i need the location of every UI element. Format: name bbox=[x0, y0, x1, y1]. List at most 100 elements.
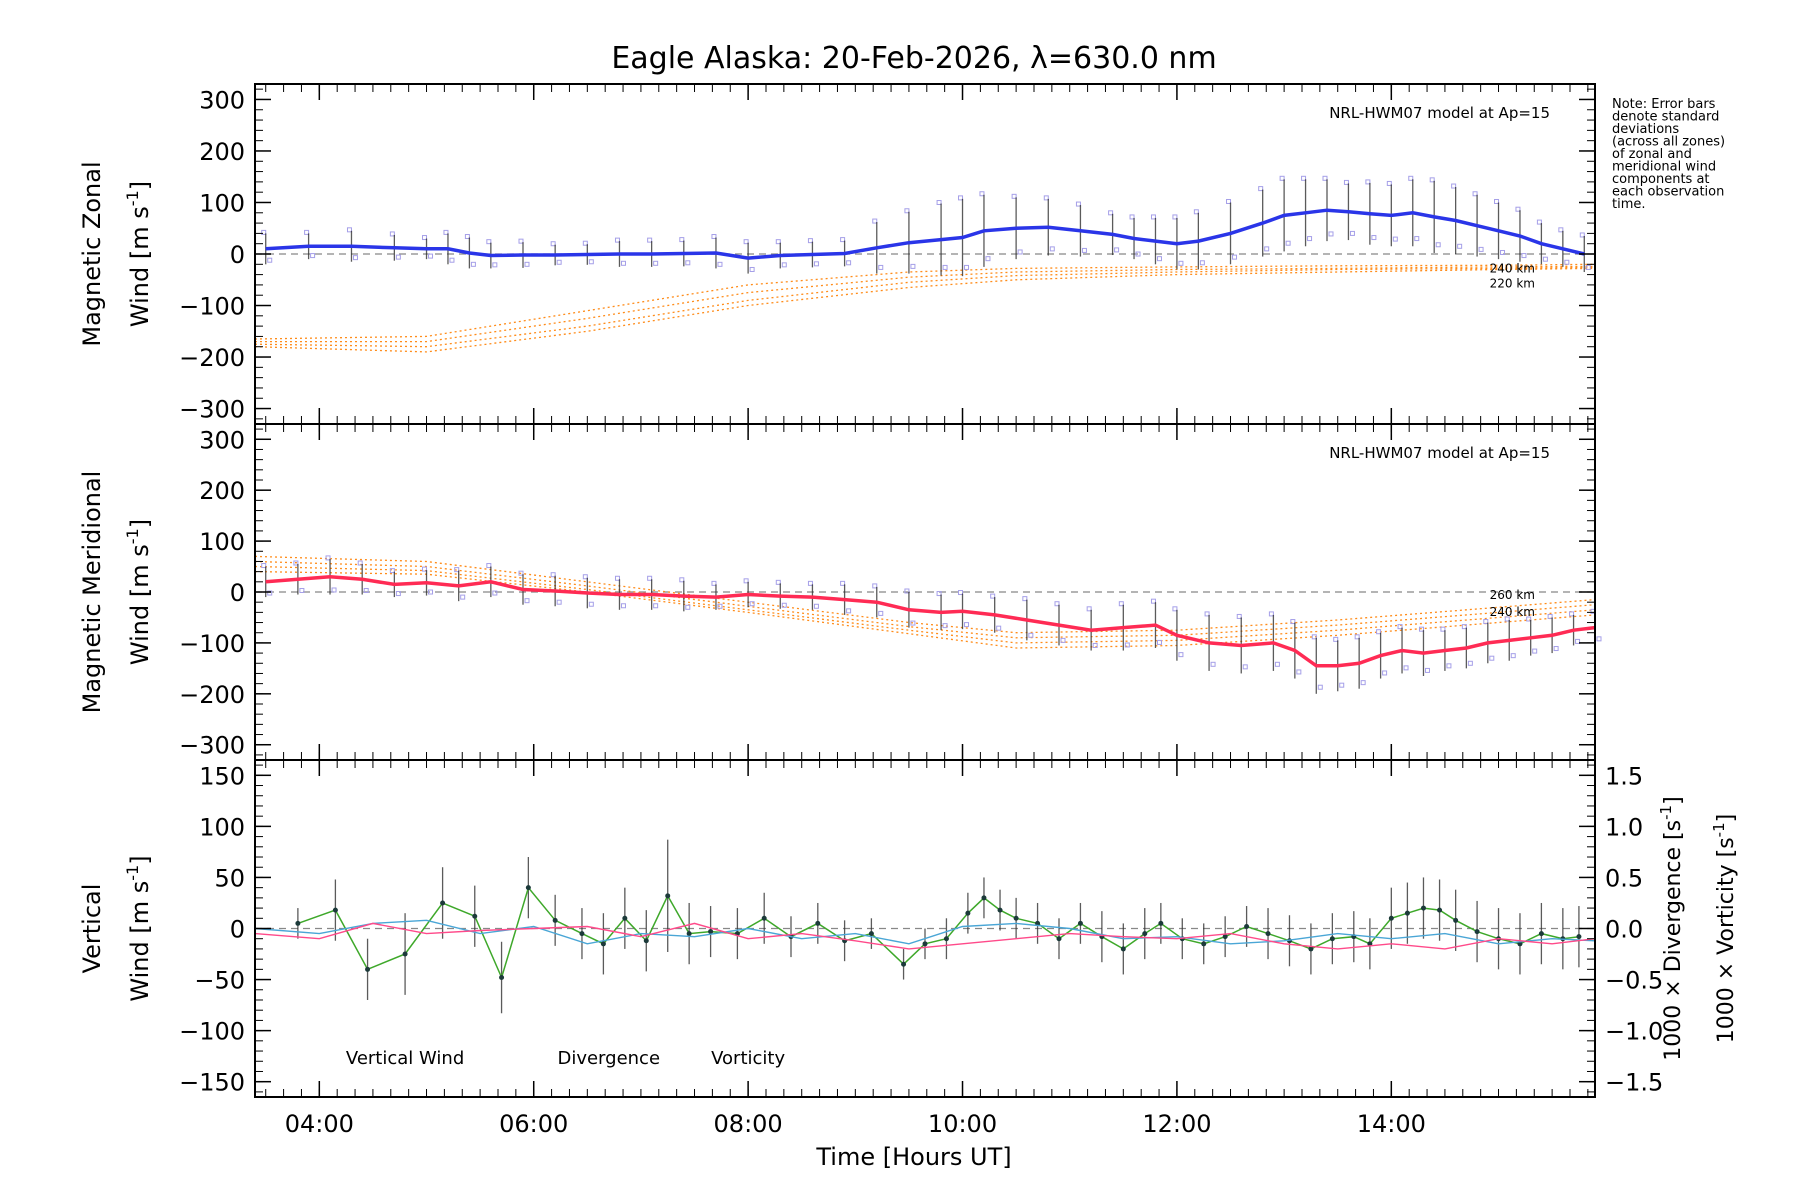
scatter-point bbox=[1124, 642, 1130, 648]
scatter-point bbox=[1414, 236, 1420, 242]
scatter-point bbox=[460, 594, 466, 600]
scatter-point bbox=[1532, 648, 1538, 654]
scatter-point bbox=[1129, 214, 1135, 220]
vertical-wind-point bbox=[868, 931, 874, 937]
scatter-point bbox=[1043, 195, 1049, 201]
scatter-point bbox=[964, 264, 970, 270]
series-line-vorticity bbox=[254, 922, 1596, 950]
scatter-point bbox=[1226, 198, 1232, 204]
scatter-point bbox=[1397, 624, 1403, 630]
scatter-point bbox=[1392, 236, 1398, 242]
vertical-wind-point bbox=[1437, 907, 1443, 913]
vertical-wind-point bbox=[440, 900, 446, 906]
vertical-wind-point bbox=[1201, 941, 1207, 947]
scatter-point bbox=[1150, 598, 1156, 604]
scatter-point bbox=[346, 227, 352, 233]
note-line: of zonal and bbox=[1612, 147, 1692, 162]
vertical-wind-point bbox=[815, 920, 821, 926]
scatter-point bbox=[1290, 619, 1296, 625]
scatter-point bbox=[846, 260, 852, 266]
scatter-point bbox=[840, 237, 846, 243]
scatter-point bbox=[363, 587, 369, 593]
series-line-divergence bbox=[254, 919, 1596, 945]
scatter-point bbox=[310, 253, 316, 259]
model-curve bbox=[254, 266, 1596, 348]
scatter-point bbox=[711, 234, 717, 240]
scatter-point bbox=[1193, 209, 1199, 215]
y-tick-label: 0 bbox=[230, 579, 245, 607]
scatter-point bbox=[878, 264, 884, 270]
scatter-point bbox=[807, 238, 813, 244]
x-tick-label: 14:00 bbox=[1357, 1110, 1426, 1138]
scatter-point bbox=[1075, 201, 1081, 207]
scatter-point bbox=[840, 580, 846, 586]
scatter-point bbox=[293, 560, 299, 566]
scatter-point bbox=[1371, 235, 1377, 241]
note-line: deviations bbox=[1612, 122, 1679, 137]
scatter-point bbox=[1199, 260, 1205, 266]
scatter-point bbox=[1564, 259, 1570, 265]
series-line-zonal-wind bbox=[265, 208, 1585, 260]
scatter-point bbox=[492, 590, 498, 596]
vertical-wind-point bbox=[1329, 936, 1335, 942]
scatter-point bbox=[775, 239, 781, 245]
vertical-wind-point bbox=[472, 913, 478, 919]
scatter-point bbox=[1081, 247, 1087, 253]
scatter-point bbox=[958, 195, 964, 201]
y-tick-label: 200 bbox=[199, 477, 245, 505]
y2-tick-label: −1.5 bbox=[1605, 1069, 1663, 1097]
scatter-point bbox=[1521, 253, 1527, 259]
scatter-point bbox=[711, 580, 717, 586]
model-curve bbox=[254, 570, 1596, 649]
panel-frame bbox=[254, 423, 1596, 761]
scatter-point bbox=[717, 603, 723, 609]
y-tick-label: −50 bbox=[194, 967, 245, 995]
scatter-point bbox=[1365, 179, 1371, 185]
scatter-point bbox=[964, 622, 970, 628]
legend-vorticity: Vorticity bbox=[711, 1048, 785, 1069]
scatter-point bbox=[464, 234, 470, 240]
scatter-point bbox=[1285, 240, 1291, 246]
x-tick-label: 08:00 bbox=[714, 1110, 783, 1138]
scatter-point bbox=[352, 255, 358, 261]
scatter-point bbox=[1339, 682, 1345, 688]
scatter-point bbox=[267, 257, 273, 263]
scatter-point bbox=[1328, 231, 1334, 237]
scatter-point bbox=[1150, 214, 1156, 220]
scatter-point bbox=[775, 579, 781, 585]
vertical-wind-point bbox=[922, 941, 928, 947]
scatter-point bbox=[1172, 606, 1178, 612]
scatter-point bbox=[653, 260, 659, 266]
y-axis-label-units: Wind [m s-1] bbox=[123, 181, 154, 327]
scatter-point bbox=[1354, 634, 1360, 640]
scatter-point bbox=[261, 563, 267, 569]
legend-divergence: Divergence bbox=[557, 1048, 660, 1069]
model-curve bbox=[254, 560, 1596, 639]
scatter-point bbox=[1596, 636, 1602, 642]
y-tick-label: 100 bbox=[199, 189, 245, 217]
vertical-wind-point bbox=[761, 915, 767, 921]
scatter-point bbox=[395, 591, 401, 597]
scatter-point bbox=[807, 580, 813, 586]
scatter-point bbox=[996, 625, 1002, 631]
x-axis-label: Time [Hours UT] bbox=[815, 1143, 1011, 1171]
scatter-point bbox=[1092, 642, 1098, 648]
x-tick-label: 04:00 bbox=[285, 1110, 354, 1138]
scatter-point bbox=[1135, 251, 1141, 257]
scatter-point bbox=[1478, 246, 1484, 252]
scatter-point bbox=[910, 263, 916, 269]
scatter-point bbox=[1382, 670, 1388, 676]
scatter-point bbox=[1210, 661, 1216, 667]
scatter-point bbox=[985, 256, 991, 262]
y-tick-label: 100 bbox=[199, 528, 245, 556]
scatter-point bbox=[1317, 684, 1323, 690]
scatter-point bbox=[1333, 636, 1339, 642]
model-alt-label: 260 km bbox=[1490, 588, 1535, 602]
scatter-point bbox=[261, 229, 267, 235]
scatter-point bbox=[299, 587, 305, 593]
y-tick-label: 300 bbox=[199, 86, 245, 114]
scatter-point bbox=[1467, 660, 1473, 666]
scatter-point bbox=[422, 235, 428, 241]
scatter-point bbox=[395, 254, 401, 260]
scatter-point bbox=[872, 218, 878, 224]
